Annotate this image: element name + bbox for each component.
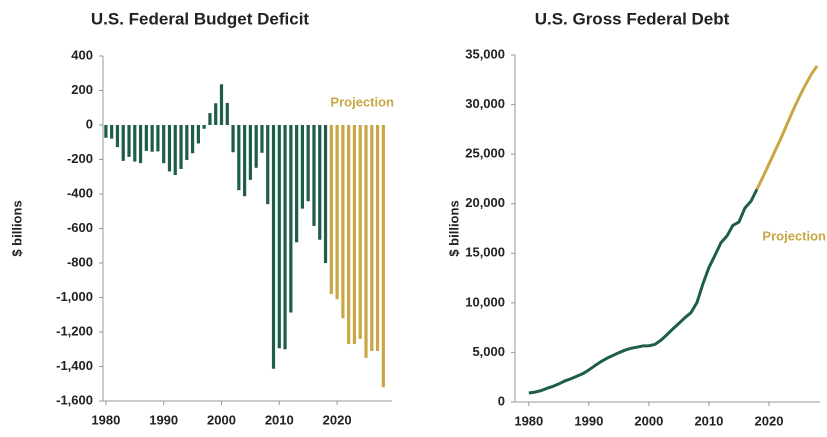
bar [225, 102, 229, 125]
bar [300, 125, 305, 209]
bar [277, 125, 281, 349]
y-tick-label: -1,600 [56, 392, 93, 407]
bar [295, 125, 299, 243]
bar [335, 125, 339, 300]
bar [144, 125, 148, 151]
y-tick-label: 20,000 [465, 195, 505, 210]
y-tick-label: 5,000 [472, 344, 505, 359]
bar [167, 125, 172, 172]
bar [254, 125, 258, 168]
y-tick-label: -1,200 [56, 323, 93, 338]
bar [173, 125, 177, 176]
y-tick-label: 0 [86, 116, 93, 131]
bar [104, 125, 108, 138]
bar [347, 125, 351, 345]
bar [243, 125, 247, 197]
y-tick-label: -800 [67, 254, 93, 269]
bar [115, 125, 120, 148]
line [755, 65, 819, 190]
bar [358, 125, 362, 339]
x-tick-label: 1980 [514, 413, 543, 428]
x-tick-label: 2010 [694, 413, 723, 428]
bar [121, 125, 125, 161]
series-label: Projection [762, 228, 826, 243]
y-axis-label: $ billions [446, 200, 461, 256]
y-tick-label: 35,000 [465, 46, 505, 61]
bar [381, 125, 385, 388]
x-tick-label: 2000 [634, 413, 663, 428]
bar [127, 125, 131, 157]
bar [202, 125, 206, 129]
bar [185, 125, 189, 161]
x-tick-label: 1990 [149, 412, 178, 427]
y-tick-label: -400 [67, 185, 93, 200]
x-tick-label: 2000 [207, 412, 236, 427]
bar [260, 125, 264, 153]
bar [150, 125, 154, 152]
bar [237, 125, 241, 191]
y-tick-label: -600 [67, 220, 93, 235]
bar [283, 125, 287, 350]
y-tick-label: -1,400 [56, 358, 93, 373]
y-tick-label: 25,000 [465, 146, 505, 161]
x-tick-label: 2020 [323, 412, 352, 427]
bar [208, 113, 212, 125]
series-label: Projection [330, 94, 394, 109]
bar [306, 125, 310, 202]
bar [110, 125, 114, 139]
chart-title: U.S. Gross Federal Debt [535, 9, 730, 28]
y-tick-label: 30,000 [465, 96, 505, 111]
bar [196, 125, 200, 144]
bar [156, 125, 160, 152]
y-tick-label: 200 [71, 82, 93, 97]
bar [289, 125, 293, 313]
y-tick-label: 15,000 [465, 245, 505, 260]
chart-title: U.S. Federal Budget Deficit [91, 9, 310, 28]
y-axis-label: $ billions [9, 200, 24, 256]
bar [219, 84, 224, 125]
y-tick-label: -200 [67, 151, 93, 166]
bar [352, 125, 357, 345]
bar [162, 125, 166, 164]
bar [318, 125, 322, 240]
bar [248, 125, 252, 180]
bar [323, 125, 328, 263]
bar [271, 125, 276, 369]
y-tick-label: 400 [71, 47, 93, 62]
bar [179, 125, 183, 169]
bar [341, 125, 345, 319]
bar [138, 125, 143, 164]
x-tick-label: 1990 [574, 413, 603, 428]
y-tick-label: -1,000 [56, 289, 93, 304]
line [528, 188, 759, 395]
bar [375, 125, 380, 351]
y-tick-label: 10,000 [465, 294, 505, 309]
bar [231, 125, 235, 153]
bar [266, 125, 270, 205]
x-tick-label: 1980 [91, 412, 120, 427]
x-tick-label: 2010 [265, 412, 294, 427]
bar [214, 103, 218, 125]
bar [370, 125, 374, 351]
y-tick-label: 0 [498, 393, 505, 408]
x-tick-label: 2020 [755, 413, 784, 428]
bar [133, 125, 137, 162]
bar [329, 125, 333, 295]
bar [190, 125, 195, 154]
bar [364, 125, 368, 358]
bar [312, 125, 316, 226]
